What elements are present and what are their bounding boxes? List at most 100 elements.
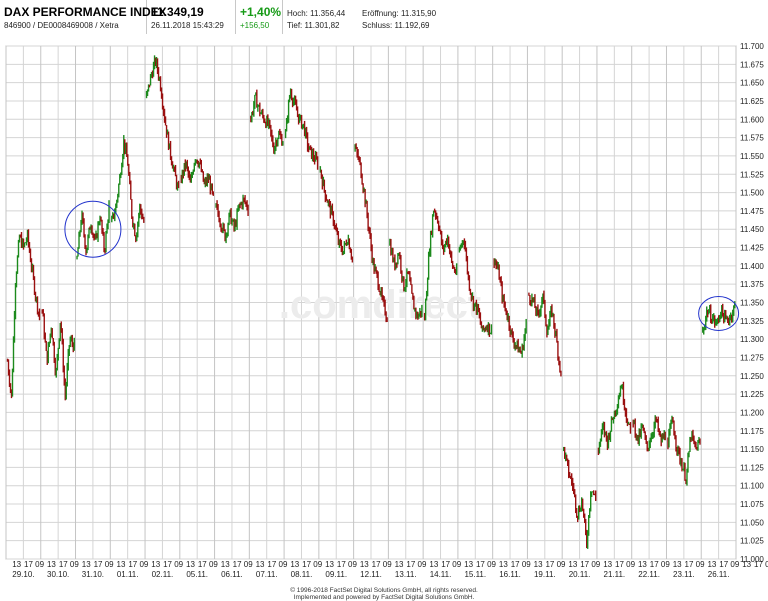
x-hour-label: 13: [464, 560, 473, 569]
x-hour-label: 13: [603, 560, 612, 569]
x-hour-label: 13: [47, 560, 56, 569]
x-hour-label: 13: [568, 560, 577, 569]
close-stat: Schluss: 11.192,69: [362, 21, 429, 30]
x-date-label: 02.11.: [152, 570, 174, 579]
x-hour-label: 17 09: [685, 560, 706, 569]
y-tick-label: 11.000: [740, 555, 764, 564]
open-stat: Eröffnung: 11.315,90: [362, 9, 436, 18]
y-tick-label: 11.600: [740, 115, 764, 124]
y-tick-label: 11.350: [740, 299, 764, 308]
x-hour-label: 17 09: [650, 560, 671, 569]
x-hour-label: 13: [290, 560, 299, 569]
x-hour-label: 13: [325, 560, 334, 569]
y-tick-label: 11.700: [740, 42, 764, 51]
y-tick-label: 11.400: [740, 262, 764, 271]
x-date-label: 31.10.: [82, 570, 104, 579]
x-hour-label: 17 09: [163, 560, 184, 569]
high-label: Hoch:: [287, 9, 308, 18]
close-value: 11.192,69: [394, 21, 430, 30]
y-tick-label: 11.525: [740, 170, 764, 179]
x-hour-label: 17 09: [719, 560, 740, 569]
x-date-label: 29.10.: [12, 570, 34, 579]
x-hour-label: 17 09: [24, 560, 45, 569]
quote-header: DAX PERFORMANCE INDEX 846900 / DE0008469…: [0, 0, 768, 34]
y-tick-label: 11.550: [740, 152, 764, 161]
x-hour-label: 17 09: [128, 560, 149, 569]
x-date-label: 26.11.: [708, 570, 730, 579]
y-tick-label: 11.275: [740, 353, 764, 362]
x-hour-label: 13: [151, 560, 160, 569]
grid-lines: [5, 45, 737, 560]
name-cell: DAX PERFORMANCE INDEX 846900 / DE0008469…: [0, 0, 167, 34]
quote-datetime: 26.11.2018 15:43:29: [151, 21, 224, 30]
price-chart: .comdirect 11.000 11.025 11.050 11.075 11.10…: [5, 42, 768, 579]
annotation-circle: [698, 295, 740, 331]
x-hour-label: 13: [12, 560, 21, 569]
y-tick-label: 11.475: [740, 207, 764, 216]
x-hour-label: 13: [186, 560, 195, 569]
x-date-label: 30.10.: [47, 570, 69, 579]
x-hour-label: 13: [117, 560, 126, 569]
x-hour-label: 17 09: [580, 560, 601, 569]
x-hour-label: 17 09: [94, 560, 115, 569]
x-date-label: 07.11.: [256, 570, 278, 579]
y-tick-label: 11.300: [740, 335, 764, 344]
y-tick-label: 11.425: [740, 244, 764, 253]
x-hour-label: 17 09: [511, 560, 532, 569]
low-label: Tief:: [287, 21, 303, 30]
x-date-label: 21.11.: [604, 570, 626, 579]
y-tick-label: 11.575: [740, 134, 764, 143]
x-date-label: 01.11.: [117, 570, 139, 579]
x-hour-label: 13: [395, 560, 404, 569]
x-hour-label: 17 09: [545, 560, 566, 569]
x-hour-label: 17 09: [59, 560, 80, 569]
open-value: 11.315,90: [401, 9, 437, 18]
y-tick-label: 11.650: [740, 79, 764, 88]
x-date-label: 19.11.: [534, 570, 556, 579]
y-tick-label: 11.500: [740, 189, 764, 198]
x-date-label: 09.11.: [325, 570, 347, 579]
x-hour-label: 13: [360, 560, 369, 569]
y-tick-label: 11.150: [740, 445, 764, 454]
x-hour-label: 17 09: [198, 560, 219, 569]
x-hour-label: 13: [707, 560, 716, 569]
y-tick-label: 11.050: [740, 518, 764, 527]
x-hour-label: 13: [534, 560, 543, 569]
y-tick-label: 11.175: [740, 427, 764, 436]
x-hour-label: 13: [221, 560, 230, 569]
annotation-circles: [64, 200, 740, 331]
x-hour-label: 13: [742, 560, 751, 569]
y-tick-label: 11.100: [740, 482, 764, 491]
watermark-logo: .comdirect: [279, 283, 481, 327]
y-axis: 11.000 11.025 11.050 11.075 11.100 11.125 11.1…: [740, 42, 764, 564]
x-date-label: 15.11.: [464, 570, 486, 579]
change-cell: +1,40% +156,50: [236, 0, 283, 34]
x-date-label: 22.11.: [638, 570, 660, 579]
y-tick-label: 11.075: [740, 500, 764, 509]
change-absolute: +156,50: [240, 21, 270, 30]
low-value: 11.301,82: [304, 21, 340, 30]
x-hour-label: 13: [256, 560, 265, 569]
x-hour-label: 17 09: [302, 560, 323, 569]
change-percent: +1,40%: [240, 5, 282, 19]
x-hour-label: 13: [673, 560, 682, 569]
low-stat: Tief: 11.301,82: [287, 21, 340, 30]
y-tick-label: 11.250: [740, 372, 764, 381]
y-tick-label: 11.200: [740, 408, 764, 417]
y-tick-label: 11.325: [740, 317, 764, 326]
x-hour-label: 13: [638, 560, 647, 569]
high-stat: Hoch: 11.356,44: [287, 9, 345, 18]
y-tick-label: 11.450: [740, 225, 764, 234]
footer-powered: Implemented and powered by FactSet Digit…: [293, 594, 475, 601]
x-hour-label: 17 09: [754, 560, 768, 569]
x-axis: 13 17 09 13 17 09 13 17 09 13 17 09 13 17 09 13 17 …: [12, 560, 768, 579]
x-hour-label: 13: [499, 560, 508, 569]
x-hour-label: 13: [429, 560, 438, 569]
x-hour-label: 17 09: [372, 560, 393, 569]
index-identifier: 846900 / DE0008469008 / Xetra: [4, 21, 119, 30]
x-hour-label: 13: [82, 560, 91, 569]
price-series: [6, 55, 736, 549]
y-tick-label: 11.225: [740, 390, 764, 399]
y-tick-label: 11.375: [740, 280, 764, 289]
x-hour-label: 17 09: [441, 560, 462, 569]
